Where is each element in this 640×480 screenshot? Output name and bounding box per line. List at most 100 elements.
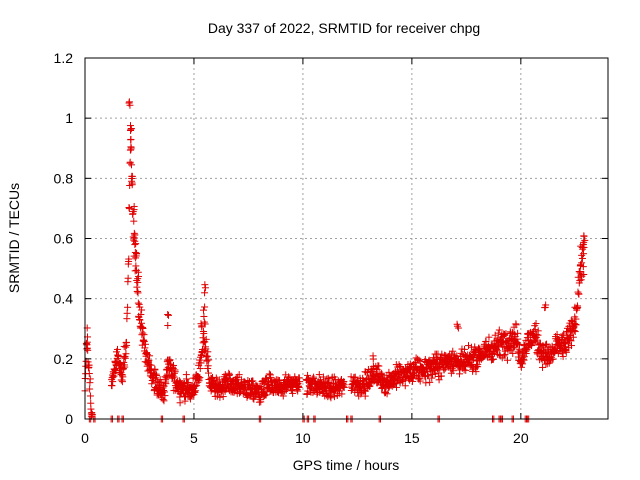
data-point — [201, 347, 209, 355]
data-point — [170, 361, 178, 369]
data-point — [437, 372, 445, 380]
data-point-spike — [164, 310, 172, 318]
data-point — [562, 348, 570, 356]
data-point — [256, 382, 264, 390]
y-tick-label: 0.8 — [54, 170, 74, 186]
data-point-spike — [369, 352, 377, 360]
data-point — [559, 332, 567, 340]
data-point — [111, 367, 119, 375]
data-point-spike — [126, 122, 134, 130]
data-point — [200, 330, 208, 338]
data-point-spike — [127, 125, 135, 133]
data-point — [383, 390, 391, 398]
data-point — [199, 339, 207, 347]
data-point — [145, 356, 153, 364]
y-tick-label: 1.2 — [54, 50, 74, 66]
data-point — [559, 353, 567, 361]
data-point-spike — [127, 143, 135, 151]
data-point — [363, 376, 371, 384]
data-point — [313, 390, 321, 398]
data-point — [569, 333, 577, 341]
data-point — [183, 375, 191, 383]
data-point — [393, 383, 401, 391]
data-point — [262, 391, 270, 399]
chart-title: Day 337 of 2022, SRMTID for receiver chp… — [208, 20, 480, 36]
data-point — [205, 356, 213, 364]
data-point — [391, 380, 399, 388]
data-point — [124, 274, 132, 282]
data-point — [464, 342, 472, 350]
data-point — [125, 255, 133, 263]
data-point — [260, 392, 268, 400]
data-point — [531, 326, 539, 334]
data-point — [267, 371, 275, 379]
data-point — [125, 205, 133, 213]
data-point-spike — [164, 311, 172, 319]
data-point — [543, 340, 551, 348]
data-point-spike — [201, 284, 209, 292]
y-tick-label: 0 — [65, 411, 73, 427]
data-point — [377, 369, 385, 377]
data-point — [122, 350, 130, 358]
data-point — [542, 341, 550, 349]
data-point — [225, 370, 233, 378]
data-point — [176, 399, 184, 407]
data-point — [119, 365, 127, 373]
data-point — [196, 373, 204, 381]
data-point — [181, 397, 189, 405]
data-point — [351, 373, 359, 381]
data-point — [338, 390, 346, 398]
data-point — [495, 326, 503, 334]
data-point — [426, 378, 434, 386]
data-point — [575, 290, 583, 298]
data-point — [184, 379, 192, 387]
data-point-spike — [129, 208, 137, 216]
data-point — [381, 388, 389, 396]
data-point — [132, 262, 140, 270]
data-point — [549, 355, 557, 363]
data-point — [580, 270, 588, 278]
data-point — [571, 328, 579, 336]
data-point — [235, 371, 243, 379]
data-point — [449, 347, 457, 355]
data-point — [204, 362, 212, 370]
data-point — [162, 380, 170, 388]
data-point — [257, 398, 265, 406]
data-point — [191, 388, 199, 396]
data-point — [265, 370, 273, 378]
data-point — [121, 363, 129, 371]
data-point — [279, 392, 287, 400]
data-point — [153, 372, 161, 380]
data-point — [219, 393, 227, 401]
data-point — [128, 161, 136, 169]
data-point — [295, 382, 303, 390]
data-point — [85, 370, 93, 378]
data-point-spike — [131, 231, 139, 239]
data-point — [130, 217, 138, 225]
data-point — [110, 372, 118, 380]
data-point — [296, 378, 304, 386]
data-point — [571, 320, 579, 328]
data-point — [197, 359, 205, 367]
axes: 0 0.2 0.4 0.6 0.8 1 1.2 0 5 10 15 20 — [54, 50, 608, 446]
data-point — [577, 276, 585, 284]
data-point — [514, 329, 522, 337]
data-point — [86, 385, 94, 393]
data-point-spike — [576, 262, 584, 270]
data-point — [435, 376, 443, 384]
data-point — [517, 363, 525, 371]
data-point — [567, 317, 575, 325]
data-point — [460, 345, 468, 353]
data-point — [315, 371, 323, 379]
data-point — [489, 355, 497, 363]
data-point — [177, 390, 185, 398]
data-point — [88, 411, 96, 419]
data-point — [146, 352, 154, 360]
data-point — [501, 331, 509, 339]
data-point — [515, 341, 523, 349]
data-point — [533, 331, 541, 339]
data-point-spike — [454, 324, 462, 332]
data-point — [275, 377, 283, 385]
data-point-spike — [132, 254, 140, 262]
data-point — [359, 376, 367, 384]
